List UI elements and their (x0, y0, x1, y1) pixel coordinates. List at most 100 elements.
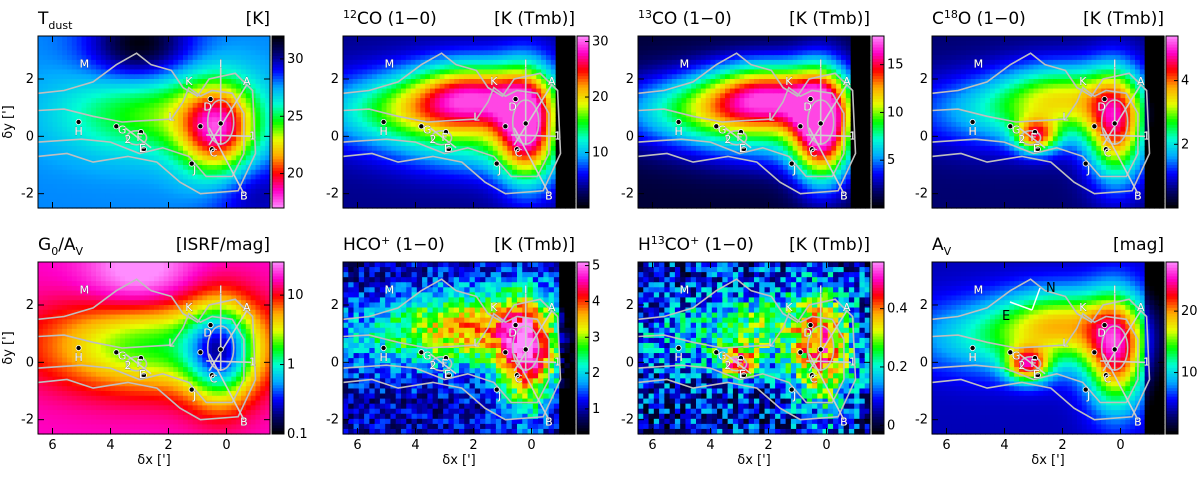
heatmap-cell (173, 122, 179, 128)
heatmap-cell (667, 141, 673, 147)
colorbar-swatch (272, 127, 284, 132)
heatmap-cell (662, 50, 668, 56)
heatmap-cell (531, 122, 537, 128)
heatmap-cell (42, 112, 49, 118)
heatmap-cell (536, 107, 542, 114)
heatmap-cell (154, 50, 160, 56)
heatmap-cell (497, 150, 504, 157)
heatmap-cell (444, 88, 450, 94)
heatmap-cell (178, 64, 184, 71)
heatmap-cell (144, 126, 150, 133)
heatmap-cell (488, 193, 494, 200)
heatmap-cell (183, 141, 189, 147)
heatmap-cell (691, 165, 697, 171)
colorbar-swatch (577, 50, 589, 54)
heatmap-cell (430, 169, 436, 176)
heatmap-cell (381, 179, 388, 185)
heatmap-cell (787, 193, 794, 200)
heatmap-cell (144, 88, 150, 94)
heatmap-cell (62, 107, 68, 114)
heatmap-cell (439, 107, 446, 114)
heatmap-cell (531, 45, 537, 51)
heatmap-cell (507, 50, 513, 56)
heatmap-cell (531, 88, 537, 94)
heatmap-cell (744, 55, 750, 61)
heatmap-cell (57, 93, 63, 99)
heatmap-cell (376, 79, 383, 85)
heatmap-cell (120, 74, 126, 80)
heatmap-cell (197, 193, 203, 200)
colorbar-swatch (577, 56, 589, 60)
heatmap-cell (91, 83, 97, 90)
heatmap-cell (86, 169, 92, 176)
heatmap-cell (758, 160, 765, 166)
heatmap-cell (463, 36, 470, 42)
heatmap-cell (686, 93, 692, 99)
heatmap-cell (362, 122, 368, 128)
heatmap-cell (57, 141, 63, 147)
heatmap-cell (231, 203, 237, 209)
heatmap-cell (802, 188, 808, 195)
heatmap-cell (154, 74, 160, 80)
heatmap-cell (415, 107, 421, 114)
heatmap-cell (245, 160, 252, 166)
heatmap-cell (391, 169, 397, 176)
heatmap-cell (768, 69, 774, 75)
heatmap-cell (517, 198, 523, 204)
heatmap-cell (415, 59, 421, 66)
heatmap-cell (57, 59, 63, 66)
heatmap-cell (686, 50, 692, 56)
heatmap-cell (192, 107, 199, 114)
heatmap-cell (391, 150, 397, 157)
heatmap-cell (401, 126, 407, 133)
heatmap-cell (187, 64, 194, 71)
heatmap-cell (439, 69, 446, 75)
heatmap-cell (652, 45, 658, 51)
heatmap-cell (507, 74, 513, 80)
heatmap-cell (758, 36, 765, 42)
heatmap-cell (144, 131, 150, 137)
heatmap-cell (110, 174, 116, 180)
heatmap-cell (226, 112, 232, 118)
heatmap-cell (444, 83, 450, 90)
heatmap-cell (347, 74, 354, 80)
heatmap-cell (57, 136, 63, 142)
heatmap-cell (86, 55, 92, 61)
heatmap-cell (638, 198, 644, 204)
heatmap-cell (686, 141, 692, 147)
heatmap-cell (357, 40, 363, 47)
heatmap-cell (158, 188, 165, 195)
heatmap-cell (110, 126, 116, 133)
heatmap-cell (642, 102, 649, 109)
heatmap-cell (734, 93, 741, 99)
heatmap-cell (488, 74, 494, 80)
heatmap-cell (38, 59, 44, 66)
heatmap-cell (81, 93, 87, 99)
heatmap-cell (76, 169, 83, 176)
heatmap-cell (758, 179, 765, 185)
heatmap-cell (434, 79, 441, 85)
heatmap-cell (705, 74, 712, 80)
heatmap-cell (468, 36, 475, 42)
heatmap-cell (62, 79, 68, 85)
heatmap-cell (372, 59, 378, 66)
heatmap-cell (265, 145, 271, 152)
heatmap-cell (512, 79, 518, 85)
heatmap-cell (700, 55, 707, 61)
heatmap-cell (105, 126, 112, 133)
heatmap-cell (434, 69, 441, 75)
heatmap-cell (144, 150, 150, 157)
heatmap-cell (541, 145, 547, 152)
heatmap-cell (391, 184, 397, 190)
heatmap-cell (202, 188, 208, 195)
heatmap-cell (376, 160, 383, 166)
heatmap-cell (478, 126, 484, 133)
heatmap-cell (183, 79, 189, 85)
heatmap-cell (352, 174, 359, 180)
heatmap-cell (367, 179, 373, 185)
heatmap-cell (536, 141, 542, 147)
heatmap-cell (357, 203, 363, 209)
heatmap-cell (372, 131, 378, 137)
contour-outer (342, 52, 562, 195)
heatmap-cell (652, 64, 658, 71)
